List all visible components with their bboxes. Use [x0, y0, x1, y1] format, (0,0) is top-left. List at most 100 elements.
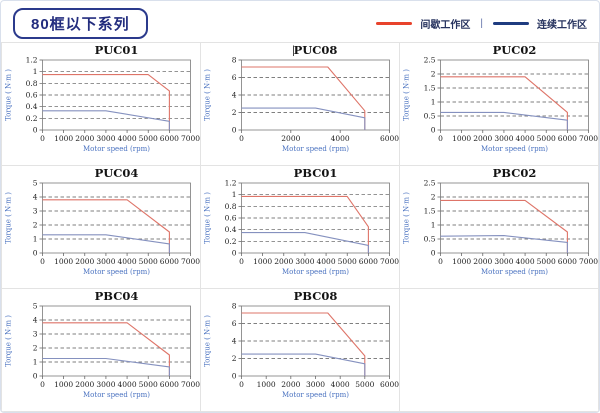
svg-text:Torque ( N·m ): Torque ( N·m ) [403, 192, 411, 244]
chart-pbc02: PBC02 0 0.5 1 1.5 2 2.5 0 1000 2000 3000 4000 5000 60… [403, 166, 599, 276]
svg-text:3000: 3000 [96, 380, 115, 389]
chart-cell: PBC08 0 2 4 6 8 0 1000 2000 3000 4000 5000 6000 Motor… [201, 289, 400, 412]
svg-text:0: 0 [40, 257, 45, 266]
svg-text:0: 0 [232, 249, 237, 258]
svg-text:4000: 4000 [317, 257, 336, 266]
svg-text:Motor speed (rpm): Motor speed (rpm) [282, 268, 349, 276]
svg-text:3000: 3000 [494, 134, 513, 143]
svg-text:4000: 4000 [331, 380, 350, 389]
chart-cell: PUC02 0 0.5 1 1.5 2 2.5 0 1000 2000 3000 4000 5000 60… [400, 43, 599, 166]
svg-text:6000: 6000 [160, 134, 179, 143]
svg-text:0: 0 [431, 126, 436, 135]
svg-text:PUC01: PUC01 [95, 43, 139, 57]
continuous-zone-label: 连续工作区 [537, 20, 587, 31]
svg-text:0.5: 0.5 [424, 235, 436, 244]
svg-text:PBC01: PBC01 [294, 166, 338, 180]
svg-text:1000: 1000 [452, 134, 471, 143]
svg-text:6000: 6000 [558, 134, 577, 143]
svg-text:4000: 4000 [331, 134, 350, 143]
svg-text:7000: 7000 [380, 257, 399, 266]
svg-text:1000: 1000 [452, 257, 471, 266]
svg-text:6000: 6000 [380, 134, 399, 143]
svg-text:0.2: 0.2 [26, 114, 38, 123]
svg-text:1: 1 [33, 358, 38, 367]
svg-text:2: 2 [431, 193, 436, 202]
svg-text:7000: 7000 [579, 134, 598, 143]
chart-pbc04: PBC04 0 1 2 3 4 5 0 1000 2000 3000 4000 5000 6000 7000… [5, 289, 201, 399]
svg-text:5000: 5000 [355, 380, 374, 389]
chart-pbc01: PBC01 0 0.2 0.4 0.6 0.8 1 1.2 0 1000 2000 3000 4000 5… [204, 166, 400, 276]
svg-text:3000: 3000 [96, 134, 115, 143]
svg-text:0.6: 0.6 [225, 214, 237, 223]
svg-text:PBC08: PBC08 [294, 289, 338, 303]
svg-text:2: 2 [431, 70, 436, 79]
svg-text:6000: 6000 [558, 257, 577, 266]
svg-text:PUC04: PUC04 [95, 166, 139, 180]
svg-text:3: 3 [33, 330, 38, 339]
svg-text:4: 4 [232, 91, 237, 100]
svg-text:PUC08: PUC08 [294, 43, 338, 57]
svg-text:5000: 5000 [338, 257, 357, 266]
svg-text:0: 0 [239, 380, 244, 389]
svg-text:Motor speed (rpm): Motor speed (rpm) [83, 145, 150, 153]
svg-text:1: 1 [232, 190, 237, 199]
svg-text:6000: 6000 [359, 257, 378, 266]
svg-text:4: 4 [33, 193, 38, 202]
svg-text:2.5: 2.5 [424, 56, 436, 65]
svg-text:2: 2 [33, 221, 38, 230]
svg-text:2000: 2000 [281, 134, 300, 143]
svg-text:4000: 4000 [118, 257, 137, 266]
svg-text:2: 2 [232, 108, 237, 117]
svg-text:0: 0 [40, 134, 45, 143]
svg-text:3000: 3000 [295, 257, 314, 266]
svg-text:1: 1 [431, 98, 436, 107]
svg-text:6000: 6000 [380, 380, 399, 389]
svg-text:0: 0 [33, 126, 38, 135]
chart-cell: PUC08 0 2 4 6 8 0 2000 4000 6000 Motor speed (rpm)… [201, 43, 400, 166]
svg-text:2000: 2000 [281, 380, 300, 389]
charts-grid: PUC01 0 0.2 0.4 0.6 0.8 1 1.2 0 1000 2000 3000 4000 5… [1, 42, 599, 412]
svg-text:5: 5 [33, 179, 38, 188]
svg-text:2000: 2000 [473, 257, 492, 266]
svg-text:4: 4 [33, 316, 38, 325]
svg-text:Torque ( N·m ): Torque ( N·m ) [204, 192, 212, 244]
svg-text:Torque ( N·m ): Torque ( N·m ) [5, 315, 13, 367]
svg-text:7000: 7000 [181, 134, 200, 143]
svg-text:0.5: 0.5 [424, 112, 436, 121]
continuous-line-swatch [493, 22, 529, 25]
svg-text:0.8: 0.8 [26, 79, 38, 88]
chart-cell: PUC01 0 0.2 0.4 0.6 0.8 1 1.2 0 1000 2000 3000 4000 5… [2, 43, 201, 166]
svg-text:0.6: 0.6 [26, 91, 38, 100]
svg-text:7000: 7000 [181, 257, 200, 266]
svg-text:7000: 7000 [579, 257, 598, 266]
chart-pbc08: PBC08 0 2 4 6 8 0 1000 2000 3000 4000 5000 6000 Motor… [204, 289, 400, 399]
svg-text:2000: 2000 [473, 134, 492, 143]
chart-cell: PBC01 0 0.2 0.4 0.6 0.8 1 1.2 0 1000 2000 3000 4000 5… [201, 166, 400, 289]
svg-text:Motor speed (rpm): Motor speed (rpm) [282, 145, 349, 153]
svg-text:Torque ( N·m ): Torque ( N·m ) [204, 315, 212, 367]
svg-text:Motor speed (rpm): Motor speed (rpm) [83, 268, 150, 276]
svg-text:1.2: 1.2 [225, 179, 237, 188]
svg-text:1000: 1000 [253, 257, 272, 266]
svg-text:6: 6 [232, 73, 237, 82]
svg-text:Motor speed (rpm): Motor speed (rpm) [83, 391, 150, 399]
svg-text:1.5: 1.5 [424, 207, 436, 216]
chart-cell: PBC04 0 1 2 3 4 5 0 1000 2000 3000 4000 5000 6000 7000… [2, 289, 201, 412]
svg-text:1.2: 1.2 [26, 56, 38, 65]
svg-text:0.2: 0.2 [225, 237, 237, 246]
svg-text:6: 6 [232, 319, 237, 328]
svg-text:0: 0 [232, 126, 237, 135]
svg-text:2.5: 2.5 [424, 179, 436, 188]
svg-text:Torque ( N·m ): Torque ( N·m ) [403, 69, 411, 121]
chart-puc01: PUC01 0 0.2 0.4 0.6 0.8 1 1.2 0 1000 2000 3000 4000 5… [5, 43, 201, 153]
svg-text:2: 2 [33, 344, 38, 353]
svg-text:5000: 5000 [139, 257, 158, 266]
empty-cell [400, 289, 599, 412]
svg-text:Motor speed (rpm): Motor speed (rpm) [282, 391, 349, 399]
svg-text:PUC02: PUC02 [493, 43, 537, 57]
legend: 间歇工作区 | 连续工作区 [376, 16, 587, 31]
chart-puc08: PUC08 0 2 4 6 8 0 2000 4000 6000 Motor speed (rpm)… [204, 43, 400, 153]
intermittent-zone-label: 间歇工作区 [420, 20, 471, 31]
svg-text:0: 0 [33, 249, 38, 258]
